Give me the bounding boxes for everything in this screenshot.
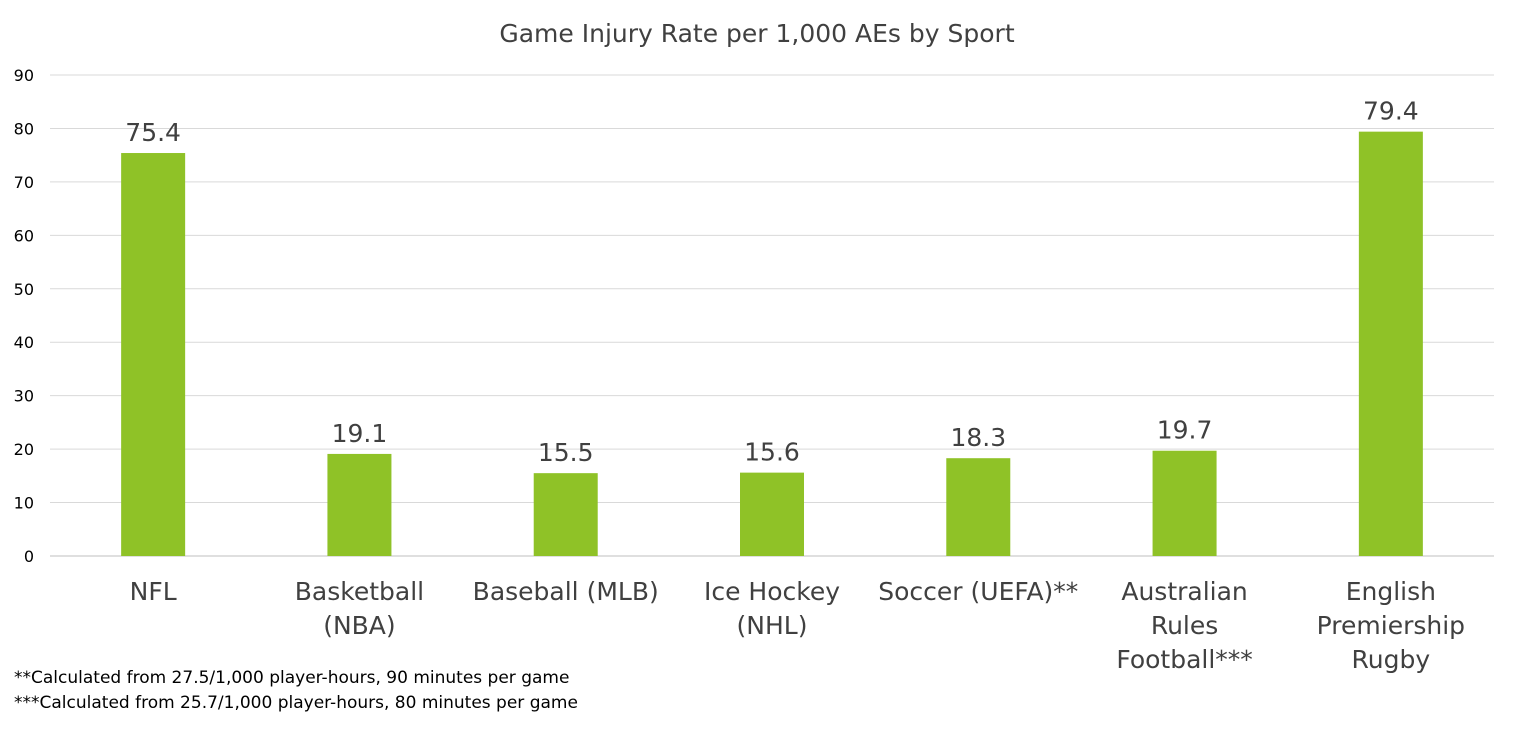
gridlines xyxy=(50,74,1494,557)
y-tick-label: 80 xyxy=(14,119,34,138)
y-tick-label: 0 xyxy=(24,547,34,566)
data-label: 19.1 xyxy=(332,419,388,448)
y-axis-ticks: 0 10 20 30 40 50 60 70 80 90 xyxy=(14,66,34,566)
y-tick-label: 10 xyxy=(14,494,34,513)
x-tick-label: Soccer (UEFA)** xyxy=(878,577,1078,606)
y-tick-label: 60 xyxy=(14,226,34,245)
footnote-1: **Calculated from 27.5/1,000 player-hour… xyxy=(14,668,570,688)
bar xyxy=(946,458,1011,556)
data-label: 19.7 xyxy=(1157,416,1213,445)
x-tick-label: English Premiership Rugby xyxy=(1317,577,1465,674)
data-labels: 75.4 19.1 15.5 15.6 18.3 19.7 79.4 xyxy=(125,97,1418,468)
y-tick-label: 90 xyxy=(14,66,34,85)
chart-title: Game Injury Rate per 1,000 AEs by Sport xyxy=(499,19,1014,48)
data-label: 75.4 xyxy=(125,118,181,147)
data-label: 18.3 xyxy=(950,423,1006,452)
y-tick-label: 30 xyxy=(14,387,34,406)
bar xyxy=(1152,450,1217,556)
bar xyxy=(740,472,804,556)
bar xyxy=(533,473,598,556)
bar xyxy=(121,153,186,557)
bars xyxy=(121,131,1423,557)
x-axis-ticks: NFL Basketball (NBA) Baseball (MLB) Ice Hock… xyxy=(130,577,1465,674)
x-tick-label: Australian Rules Football*** xyxy=(1116,577,1252,674)
x-tick-label: Basketball (NBA) xyxy=(295,577,424,640)
y-tick-label: 50 xyxy=(14,280,34,299)
y-tick-label: 70 xyxy=(14,173,34,192)
footnote-2: ***Calculated from 25.7/1,000 player-hou… xyxy=(14,693,578,713)
y-tick-label: 20 xyxy=(14,440,34,459)
data-label: 15.5 xyxy=(538,438,594,467)
bar xyxy=(1358,131,1423,556)
y-tick-label: 40 xyxy=(14,333,34,352)
data-label: 79.4 xyxy=(1363,97,1419,126)
x-tick-label: NFL xyxy=(130,577,177,606)
x-tick-label: Baseball (MLB) xyxy=(473,577,659,606)
x-tick-label: Ice Hockey (NHL) xyxy=(704,577,840,640)
data-label: 15.6 xyxy=(744,438,800,467)
bar xyxy=(327,453,392,556)
